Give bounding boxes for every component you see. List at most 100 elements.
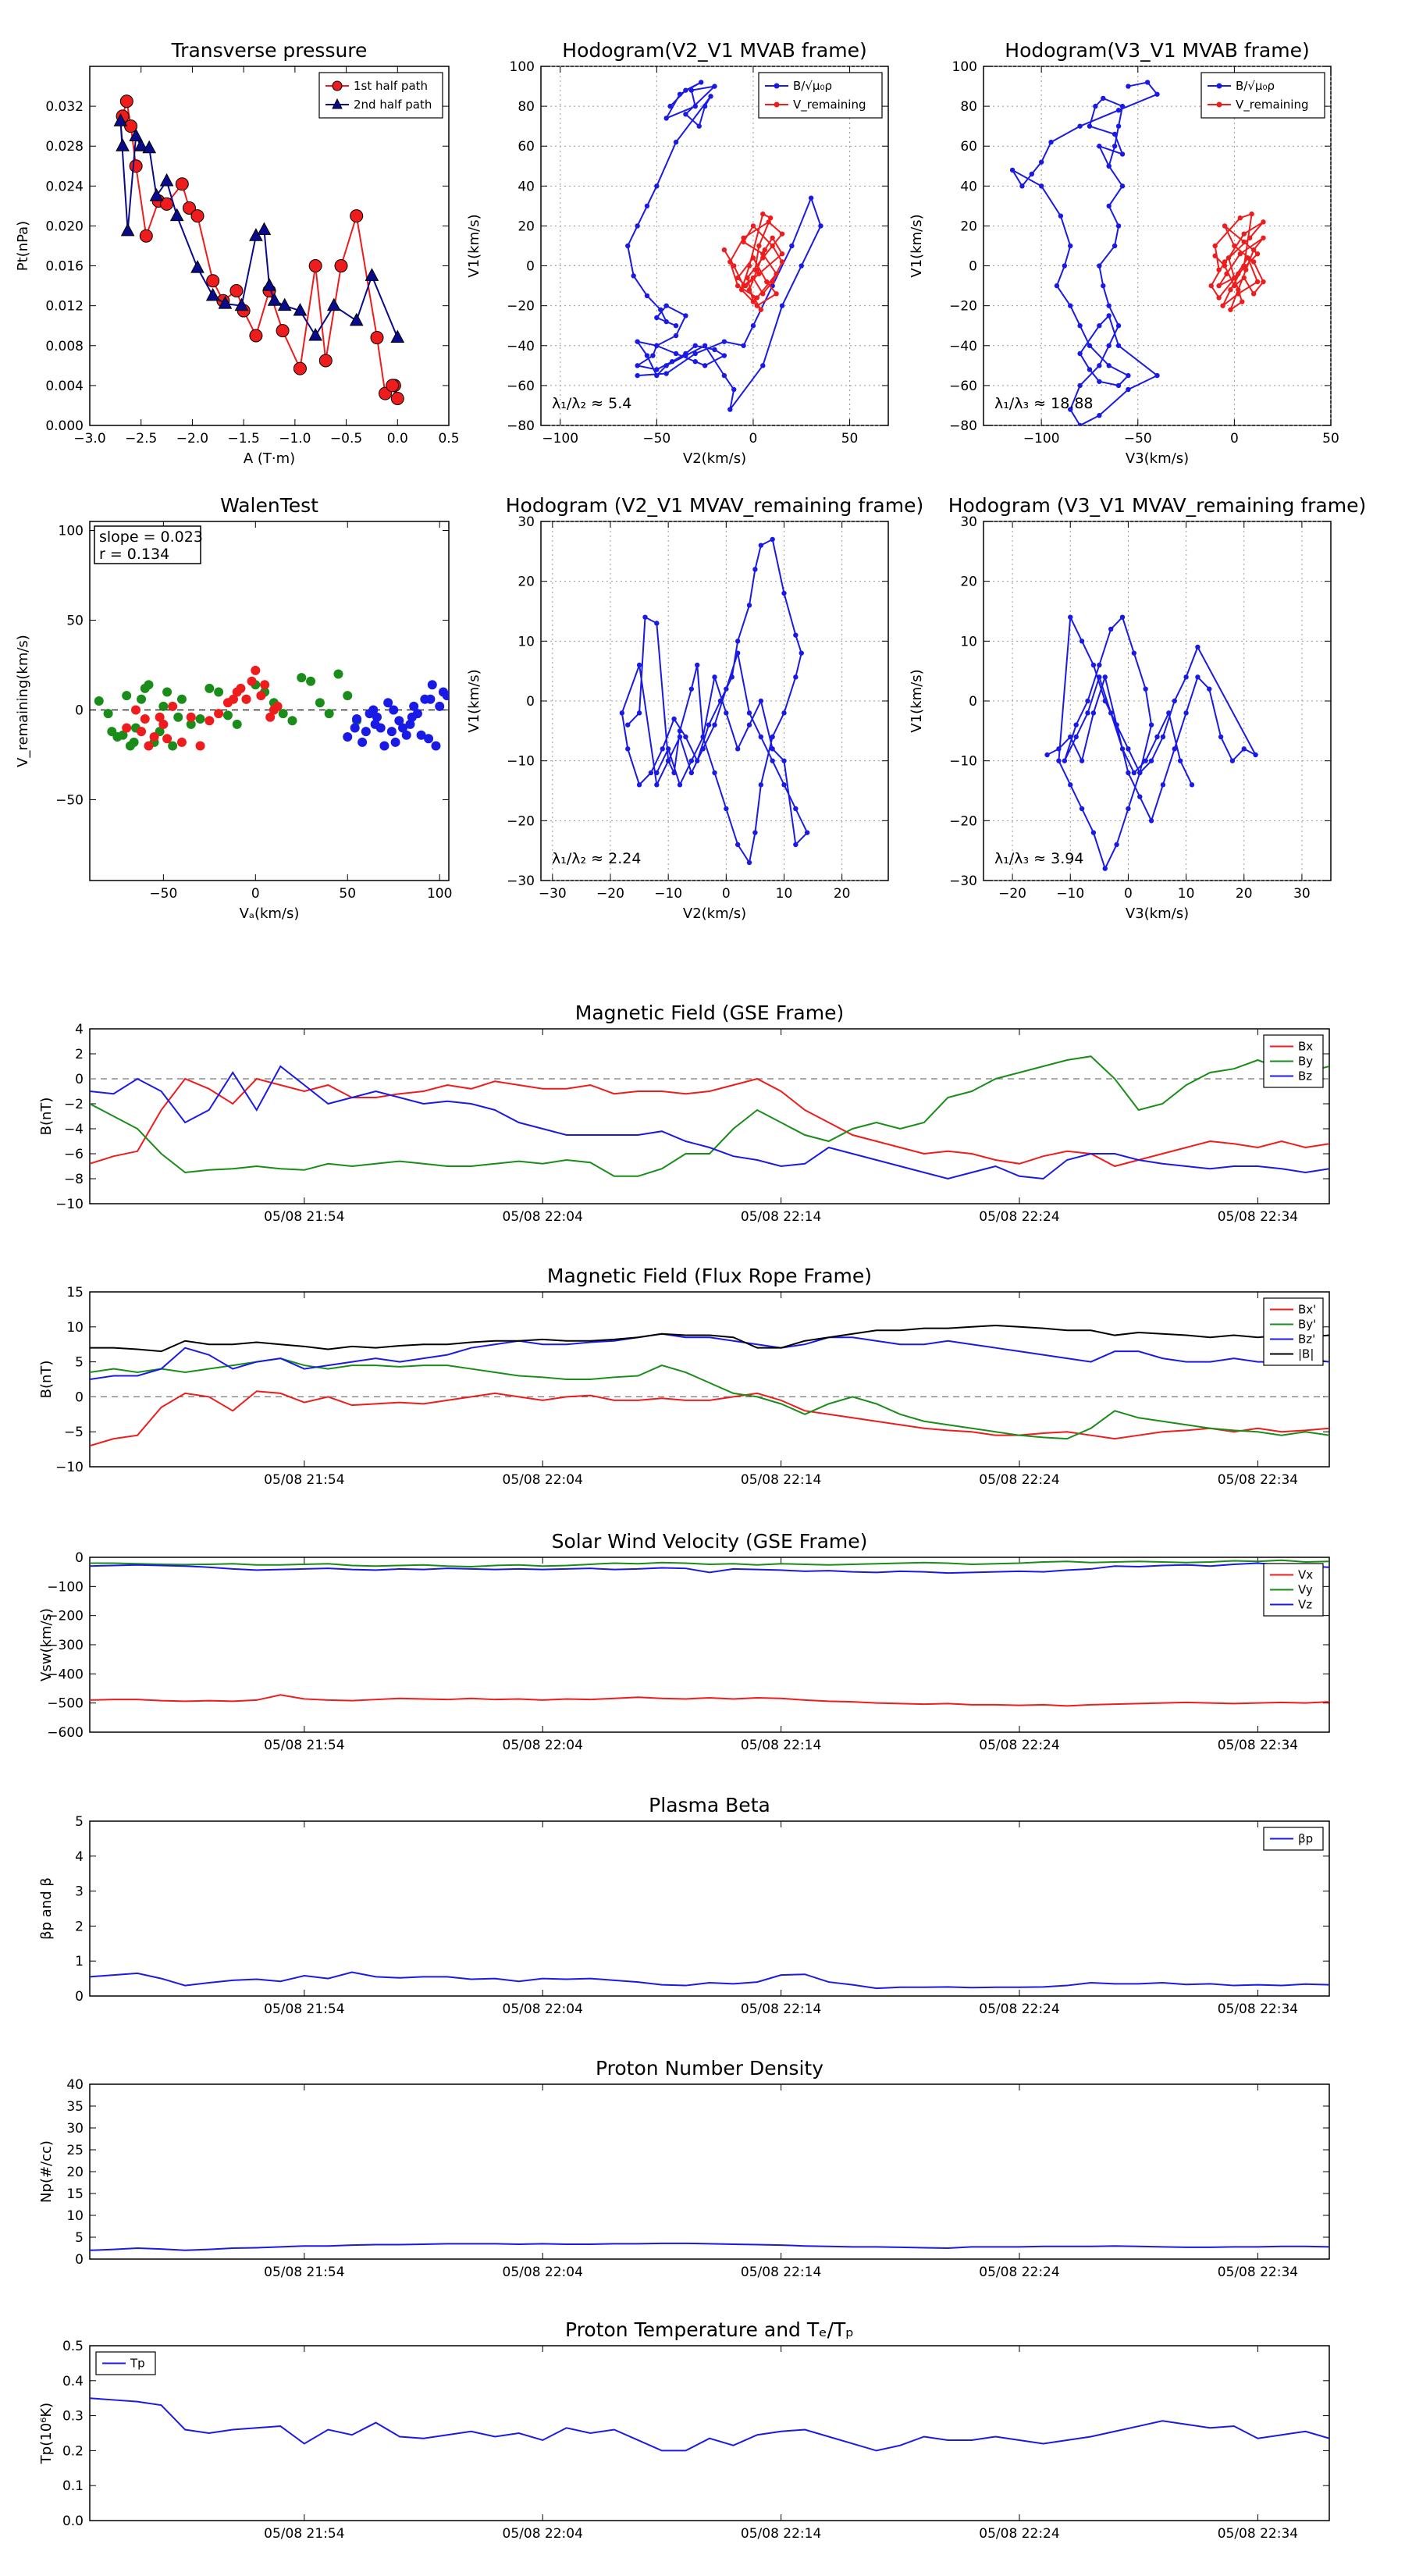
data-point: [781, 758, 787, 763]
legend-label: Bz': [1298, 1332, 1315, 1347]
data-point: [1183, 710, 1189, 716]
data-point: [654, 315, 660, 321]
data-point: [1154, 372, 1160, 379]
panel-bgse: Magnetic Field (GSE Frame) 05/08 21:54 05/…: [38, 1002, 1330, 1225]
data-point: [297, 673, 307, 683]
data-point-triangle: [365, 268, 379, 281]
data-point: [808, 195, 814, 201]
data-point-triangle: [113, 113, 128, 126]
data-point: [677, 782, 683, 788]
data-point: [673, 139, 679, 145]
x-tick-label: 05/08 22:34: [1218, 2526, 1298, 2542]
y-tick-label: 5: [75, 1355, 84, 1371]
data-point-circle: [129, 159, 143, 173]
data-point-circle: [229, 284, 244, 297]
data-point: [738, 287, 745, 293]
data-point: [1115, 323, 1122, 329]
data-point: [427, 680, 437, 690]
data-point: [1154, 91, 1160, 97]
stats-line: r = 0.134: [99, 546, 169, 563]
legend-label: Bz: [1298, 1069, 1312, 1083]
data-point: [1029, 171, 1035, 177]
data-point: [205, 683, 215, 693]
data-point-triangle: [159, 173, 174, 187]
data-point: [94, 696, 104, 706]
data-point: [770, 243, 775, 249]
x-axis-label: A (T·m): [244, 450, 295, 467]
data-point: [1143, 686, 1148, 692]
data-point: [750, 275, 756, 281]
data-point: [625, 746, 631, 752]
data-point-circle: [190, 209, 205, 223]
data-point: [1009, 167, 1016, 173]
panel-beta: Plasma Beta 05/08 21:54 05/08 22:04 05/08 2…: [38, 1794, 1330, 2017]
y-tick-label: −20: [949, 299, 977, 315]
data-point: [754, 295, 760, 301]
data-point: [306, 676, 316, 686]
data-point: [818, 223, 823, 229]
legend-label: 2nd half path: [354, 98, 432, 112]
x-tick-label: 05/08 22:24: [979, 1738, 1059, 1753]
legend-label: V_remaining: [1236, 98, 1309, 112]
data-point: [635, 339, 640, 344]
y-tick-label: 0.020: [45, 219, 84, 234]
y-tick-label: −10: [55, 1460, 84, 1475]
data-point: [173, 712, 183, 722]
data-point: [781, 710, 787, 716]
x-tick-label: 05/08 22:04: [503, 1209, 583, 1225]
data-point: [677, 734, 683, 740]
stats-box: [94, 525, 201, 564]
y-tick-label: 15: [66, 2186, 84, 2202]
data-point: [702, 343, 708, 348]
y-tick-label: 0: [526, 259, 535, 275]
series-line-Bz: [90, 1065, 1329, 1180]
data-point: [770, 758, 775, 763]
y-tick-label: −8: [64, 1172, 84, 1187]
data-point: [1087, 123, 1093, 129]
data-point: [702, 363, 708, 368]
data-point-circle: [293, 361, 307, 375]
data-point: [1228, 287, 1233, 293]
plot-area: [90, 1055, 1329, 1180]
panel-h31r: Hodogram (V3_V1 MVAV_remaining frame) −20…: [909, 494, 1366, 922]
data-point: [735, 746, 741, 752]
data-point: [1097, 323, 1102, 329]
y-tick-label: 2: [75, 1047, 84, 1062]
data-point: [107, 727, 117, 737]
x-tick-label: 0: [749, 431, 758, 447]
data-point: [779, 231, 785, 237]
y-tick-label: 0.5: [62, 2339, 84, 2354]
x-tick-label: 0: [722, 886, 731, 902]
data-point: [654, 782, 660, 788]
data-point: [1236, 271, 1241, 276]
y-tick-label: −10: [55, 1197, 84, 1212]
data-point: [644, 293, 650, 299]
data-point-triangle: [149, 188, 164, 201]
data-point: [368, 705, 379, 715]
x-tick-label: 05/08 21:54: [264, 1209, 344, 1225]
data-point: [232, 719, 242, 729]
data-point: [735, 639, 741, 644]
chart-title: Magnetic Field (GSE Frame): [575, 1002, 844, 1024]
data-point: [673, 323, 679, 329]
legend-label: Bx: [1298, 1040, 1313, 1054]
data-point: [683, 87, 688, 93]
data-point: [229, 694, 238, 704]
data-point: [1220, 303, 1225, 308]
data-point: [688, 758, 695, 763]
y-tick-label: −200: [47, 1609, 84, 1624]
panel-np: Proton Number Density 05/08 21:54 05/08 22…: [38, 2057, 1330, 2280]
x-tick-label: 50: [339, 886, 356, 902]
data-point: [1261, 219, 1266, 225]
series-line-0: [1047, 614, 1257, 871]
data-point: [721, 353, 727, 358]
data-point-circle: [350, 209, 364, 223]
x-tick-label: −1.5: [228, 431, 260, 447]
y-tick-label: 0: [969, 694, 977, 710]
y-tick-label: −400: [47, 1667, 84, 1682]
chart-title: Transverse pressure: [171, 39, 368, 62]
data-point: [1090, 662, 1097, 668]
y-tick-label: 0.008: [45, 339, 84, 354]
y-tick-label: 35: [66, 2099, 84, 2115]
data-point: [712, 674, 717, 680]
